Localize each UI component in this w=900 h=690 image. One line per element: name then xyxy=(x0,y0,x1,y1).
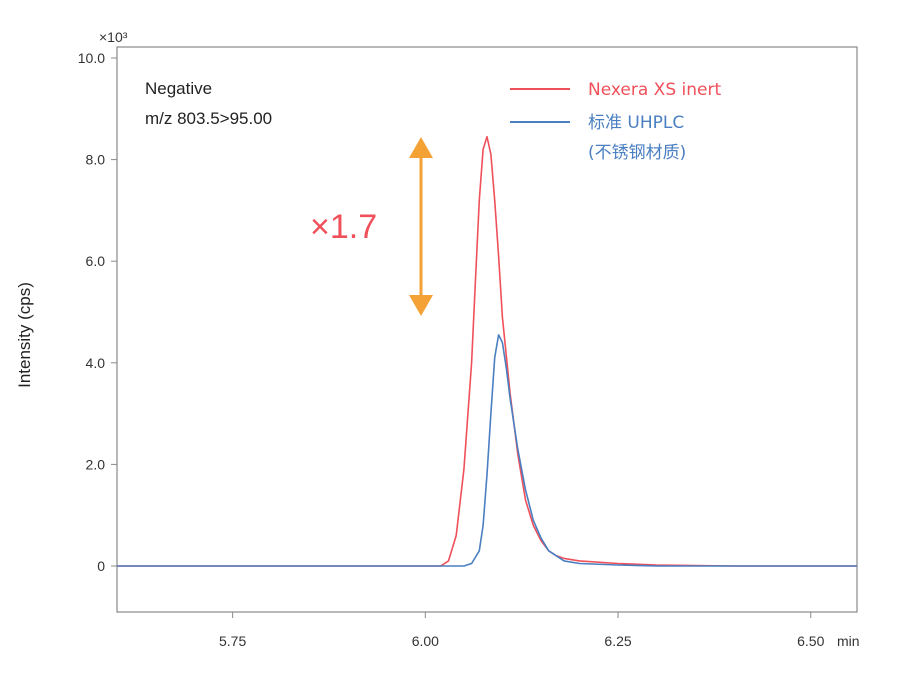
intensity-ratio-label: ×1.7 xyxy=(310,208,377,246)
y-tick-label: 2.0 xyxy=(86,456,106,472)
double-arrow-icon xyxy=(409,137,433,316)
x-tick-label: 5.75 xyxy=(219,633,246,649)
y-tick-label: 8.0 xyxy=(86,152,106,168)
series-line-nexera xyxy=(117,135,857,567)
ionization-mode-label: Negative xyxy=(145,79,212,98)
y-axis-multiplier: ×10³ xyxy=(99,29,128,45)
series-line-standard-uhplc xyxy=(117,334,857,567)
x-axis-unit: min xyxy=(837,633,860,649)
y-tick-label: 6.0 xyxy=(86,253,106,269)
mrm-transition-label: m/z 803.5>95.00 xyxy=(145,109,272,128)
series-layer xyxy=(117,135,857,567)
y-axis-title: Intensity (cps) xyxy=(15,282,34,388)
legend-label-standard-uhplc: 标准 UHPLC xyxy=(588,113,684,133)
plot-frame xyxy=(116,46,858,613)
x-axis-ticks: 5.75 6.00 6.25 6.50 xyxy=(219,612,825,649)
legend-label-nexera: Nexera XS inert xyxy=(588,80,721,100)
y-tick-label: 4.0 xyxy=(86,355,106,371)
y-tick-label: 0 xyxy=(97,558,105,574)
x-tick-label: 6.25 xyxy=(604,633,631,649)
x-tick-label: 6.50 xyxy=(797,633,824,649)
y-axis-ticks: 0 2.0 4.0 6.0 8.0 10.0 xyxy=(78,50,117,574)
legend: Nexera XS inert 标准 UHPLC (不锈钢材质) xyxy=(510,80,721,163)
y-tick-label: 10.0 xyxy=(78,50,105,66)
x-tick-label: 6.00 xyxy=(412,633,439,649)
legend-label-standard-uhplc-material: (不锈钢材质) xyxy=(588,143,686,163)
